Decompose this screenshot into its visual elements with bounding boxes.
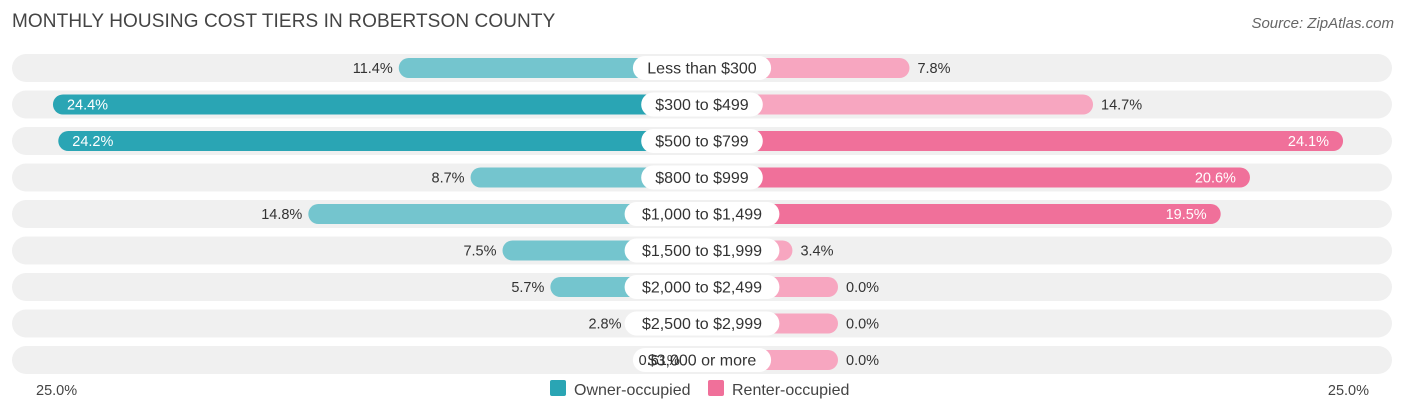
value-label-renter: 24.1% xyxy=(1288,134,1329,150)
category-label: Less than $300 xyxy=(647,61,757,78)
legend-label-renter: Renter-occupied xyxy=(732,382,849,399)
category-pill xyxy=(624,238,780,263)
axis-min-label: 25.0% xyxy=(36,383,77,399)
value-label-renter: 14.7% xyxy=(1101,98,1142,114)
category-label: $3,000 or more xyxy=(648,353,757,370)
legend-swatch-renter xyxy=(708,380,724,396)
value-label-owner: 24.2% xyxy=(72,134,113,150)
chart-source: Source: ZipAtlas.com xyxy=(1251,15,1394,32)
chart-row: $2,000 to $2,499 5.7% 0.0% xyxy=(12,273,1392,301)
legend-swatch-owner xyxy=(550,380,566,396)
category-label: $300 to $499 xyxy=(655,97,749,114)
category-pill xyxy=(641,165,763,190)
chart-row: $300 to $499 24.4% 14.7% xyxy=(12,90,1392,119)
value-label-renter: 0.0% xyxy=(846,280,879,296)
bar-owner xyxy=(308,204,712,224)
value-label-owner: 14.8% xyxy=(261,207,302,223)
value-label-renter: 3.4% xyxy=(800,244,833,260)
chart-row: $1,500 to $1,999 7.5% 3.4% xyxy=(12,236,1392,265)
value-label-owner: 7.5% xyxy=(463,244,496,260)
chart-row: $800 to $999 8.7% 20.6% xyxy=(12,163,1392,192)
chart-rows: Less than $300 11.4% 7.8% $300 to $499 24.4%… xyxy=(12,54,1392,374)
value-label-owner: 8.7% xyxy=(432,171,465,187)
bar-owner xyxy=(398,58,712,78)
value-label-renter: 19.5% xyxy=(1166,207,1207,223)
category-pill xyxy=(624,275,780,299)
value-label-renter: 0.0% xyxy=(846,353,879,369)
category-pill xyxy=(632,348,772,372)
value-label-owner: 5.7% xyxy=(511,280,544,296)
chart-row: $2,500 to $2,999 2.8% 0.0% xyxy=(12,309,1392,338)
bar-owner xyxy=(58,131,712,151)
category-pill xyxy=(624,311,780,336)
category-label: $500 to $799 xyxy=(655,134,749,151)
legend-label-owner: Owner-occupied xyxy=(574,382,691,399)
legend: Owner-occupied Renter-occupied xyxy=(550,380,849,399)
category-label: $1,000 to $1,499 xyxy=(642,207,762,224)
category-pill xyxy=(632,56,772,80)
value-label-owner: 0.61% xyxy=(639,353,680,369)
value-label-renter: 0.0% xyxy=(846,317,879,333)
value-label-renter: 7.8% xyxy=(917,61,950,77)
chart-row: $500 to $799 24.2% 24.1% xyxy=(12,127,1392,155)
value-label-owner: 11.4% xyxy=(353,61,393,77)
category-label: $1,500 to $1,999 xyxy=(642,243,762,260)
chart-row: $1,000 to $1,499 14.8% 19.5% xyxy=(12,200,1392,228)
bar-renter xyxy=(692,94,1094,115)
chart-row: Less than $300 11.4% 7.8% xyxy=(12,54,1392,82)
category-label: $2,500 to $2,999 xyxy=(642,316,762,333)
category-label: $2,000 to $2,499 xyxy=(642,280,762,297)
bar-renter xyxy=(692,131,1344,151)
category-pill xyxy=(641,129,763,153)
value-label-owner: 2.8% xyxy=(588,317,621,333)
category-pill xyxy=(624,202,780,226)
bar-renter xyxy=(692,167,1250,188)
bar-owner xyxy=(52,94,712,115)
value-label-renter: 20.6% xyxy=(1195,171,1236,187)
category-pill xyxy=(641,92,763,117)
chart-title: MONTHLY HOUSING COST TIERS IN ROBERTSON … xyxy=(12,11,556,32)
bar-renter xyxy=(692,204,1221,224)
axis-max-label: 25.0% xyxy=(1328,383,1369,399)
category-label: $800 to $999 xyxy=(655,170,749,187)
value-label-owner: 24.4% xyxy=(67,98,108,114)
